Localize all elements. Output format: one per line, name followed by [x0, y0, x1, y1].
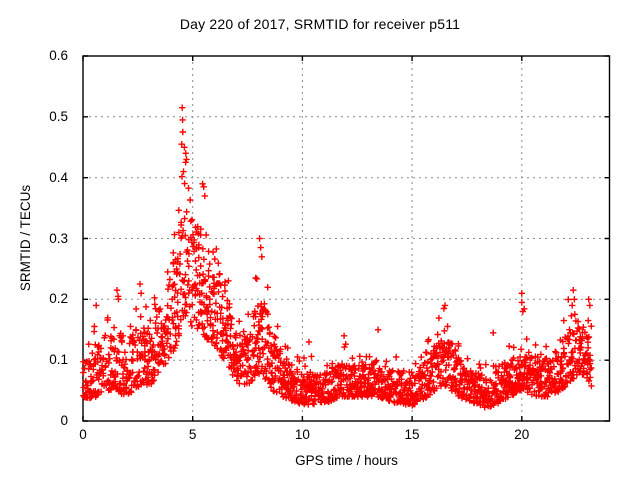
y-tick-label: 0.5 — [49, 108, 68, 124]
x-tick-label: 0 — [79, 427, 87, 442]
x-tick-label: 15 — [404, 427, 420, 442]
chart-title: Day 220 of 2017, SRMTID for receiver p51… — [179, 16, 461, 32]
y-tick-label: 0 — [60, 413, 68, 428]
x-tick-label: 5 — [188, 427, 197, 442]
x-tick-label: 10 — [294, 427, 310, 442]
y-tick-label: 0.1 — [49, 352, 68, 368]
grid-lines — [83, 56, 610, 421]
y-tick-label: 0.3 — [49, 230, 68, 246]
scatter-points — [80, 104, 595, 411]
y-tick-label: 0.4 — [49, 169, 68, 185]
y-tick-label: 0.2 — [49, 291, 68, 307]
axis-tick-marks — [82, 55, 610, 422]
y-tick-label: 0.6 — [49, 48, 68, 63]
x-axis-label: GPS time / hours — [295, 453, 398, 468]
x-tick-label: 20 — [514, 427, 530, 442]
